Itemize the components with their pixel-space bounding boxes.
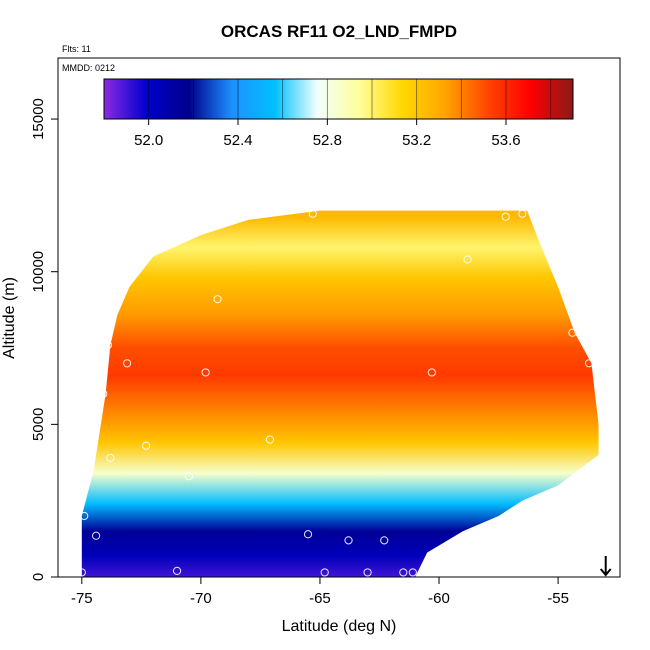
y-axis-label: Altitude (m) bbox=[1, 277, 18, 359]
sample-point bbox=[77, 568, 86, 577]
x-axis: -75 -70 -65 -60 -55 bbox=[71, 577, 569, 607]
colorbar-tick-label: 52.0 bbox=[134, 132, 163, 149]
sample-point bbox=[106, 453, 115, 463]
sample-point bbox=[201, 368, 210, 377]
sample-point bbox=[99, 389, 108, 398]
down-arrow-icon bbox=[599, 556, 612, 577]
sample-point bbox=[122, 359, 132, 368]
sample-point bbox=[592, 459, 601, 469]
sample-point bbox=[265, 435, 275, 444]
plot-frame bbox=[57, 57, 621, 578]
sample-point bbox=[308, 209, 317, 218]
sample-point bbox=[399, 568, 408, 577]
sample-point bbox=[320, 568, 329, 577]
chart-title: ORCAS RF11 O2_LND_FMPD bbox=[221, 22, 457, 41]
sample-point bbox=[408, 568, 417, 577]
sample-point bbox=[184, 472, 194, 481]
x-tick-label: -60 bbox=[428, 590, 450, 607]
y-tick-label: 10000 bbox=[30, 251, 47, 293]
y-tick-label: 5000 bbox=[30, 408, 47, 441]
sample-point bbox=[501, 212, 510, 221]
x-tick-label: -75 bbox=[71, 590, 93, 607]
y-tick-label: 0 bbox=[30, 573, 47, 581]
colorbar-tick-label: 52.4 bbox=[223, 132, 252, 149]
sample-point bbox=[172, 566, 182, 575]
x-tick-label: -70 bbox=[190, 590, 212, 607]
colorbar-tick-label: 53.2 bbox=[402, 132, 431, 149]
sample-point bbox=[427, 368, 436, 377]
x-tick-label: -65 bbox=[309, 590, 331, 607]
y-tick-label: 15000 bbox=[30, 98, 47, 140]
colorbar: 52.0 52.4 52.8 53.2 53.6 bbox=[103, 78, 574, 149]
colorbar-ticks: 52.0 52.4 52.8 53.2 53.6 bbox=[134, 79, 552, 149]
flights-label: Flts: 11 bbox=[62, 44, 91, 54]
sample-point bbox=[380, 536, 389, 545]
sample-point bbox=[344, 536, 353, 545]
arrow-head bbox=[599, 568, 612, 577]
sample-point bbox=[80, 511, 89, 521]
sample-point bbox=[363, 568, 372, 577]
sample-point bbox=[463, 255, 472, 264]
x-tick-label: -55 bbox=[547, 590, 569, 607]
sample-point bbox=[303, 530, 313, 539]
sample-point bbox=[592, 487, 601, 496]
sample-point bbox=[584, 359, 594, 368]
sample-point bbox=[518, 209, 527, 218]
heatmap-field bbox=[81, 210, 599, 577]
y-axis: 0 5000 10000 15000 bbox=[30, 98, 58, 581]
sample-point bbox=[92, 531, 101, 540]
date-label: MMDD: 0212 bbox=[62, 63, 115, 73]
sample-point bbox=[213, 295, 222, 304]
colorbar-tick-label: 53.6 bbox=[491, 132, 520, 149]
plot-area bbox=[77, 209, 601, 577]
sample-point bbox=[142, 441, 151, 450]
colorbar-tick-label: 52.8 bbox=[313, 132, 342, 149]
sample-points bbox=[77, 209, 601, 577]
sample-point bbox=[103, 340, 113, 350]
colorbar-bar bbox=[103, 78, 574, 120]
x-axis-label: Latitude (deg N) bbox=[282, 618, 397, 635]
sample-point bbox=[568, 328, 577, 337]
